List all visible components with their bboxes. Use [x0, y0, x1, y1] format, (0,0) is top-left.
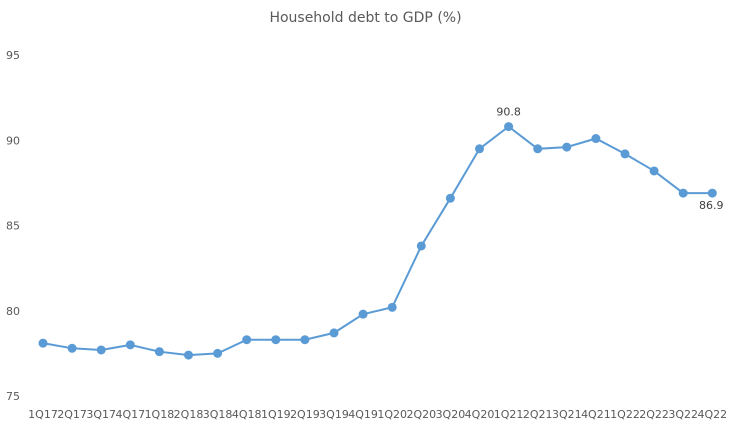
data-point — [358, 309, 368, 319]
y-tick-label: 85 — [6, 220, 20, 233]
x-tick-label: 2Q21 — [523, 408, 553, 421]
y-tick-label: 80 — [6, 305, 20, 318]
y-tick-label: 75 — [6, 390, 20, 403]
x-tick-label: 1Q22 — [610, 408, 640, 421]
x-tick-label: 2Q20 — [406, 408, 436, 421]
series-layer — [38, 122, 717, 360]
x-tick-label: 4Q22 — [697, 408, 727, 421]
x-tick-label: 2Q18 — [174, 408, 204, 421]
data-point — [125, 340, 135, 350]
data-point — [300, 335, 310, 345]
chart-title: Household debt to GDP (%) — [269, 10, 462, 26]
x-tick-label: 1Q17 — [28, 408, 58, 421]
x-tick-label: 3Q22 — [668, 408, 698, 421]
data-label: 90.8 — [496, 106, 521, 119]
x-tick-label: 3Q20 — [436, 408, 466, 421]
data-point — [271, 335, 281, 345]
data-point — [707, 188, 717, 198]
x-tick-label: 1Q18 — [145, 408, 175, 421]
series-line — [42, 125, 713, 357]
y-tick-label: 95 — [6, 49, 20, 62]
x-tick-label: 3Q18 — [203, 408, 233, 421]
x-axis: 1Q17 2Q17 3Q17 4Q17 1Q18 2Q18 3Q18 4Q18 1Q19 2Q19… — [28, 408, 727, 421]
data-point — [242, 335, 252, 345]
data-point — [213, 348, 223, 358]
data-point — [387, 302, 397, 312]
x-tick-label: 4Q20 — [465, 408, 495, 421]
x-tick-label: 4Q21 — [581, 408, 611, 421]
data-point — [416, 241, 426, 251]
x-tick-label: 2Q17 — [57, 408, 87, 421]
data-point — [591, 134, 601, 144]
x-tick-label: 1Q21 — [494, 408, 524, 421]
data-point — [67, 343, 77, 353]
data-labels: 90.8 86.9 — [496, 106, 723, 212]
data-point — [445, 193, 455, 203]
data-point — [96, 345, 106, 355]
data-point — [678, 188, 688, 198]
data-point — [38, 338, 48, 348]
data-point — [475, 144, 484, 154]
data-label: 86.9 — [699, 199, 724, 212]
x-tick-label: 4Q19 — [348, 408, 378, 421]
data-point — [154, 347, 164, 357]
x-tick-label: 2Q22 — [639, 408, 669, 421]
data-point — [562, 142, 572, 152]
y-tick-label: 90 — [6, 134, 20, 147]
x-tick-label: 4Q17 — [115, 408, 145, 421]
y-axis: 75 80 85 90 95 — [6, 49, 20, 403]
x-tick-label: 3Q17 — [86, 408, 116, 421]
x-tick-label: 4Q18 — [232, 408, 262, 421]
data-point — [329, 328, 339, 338]
data-point — [533, 144, 543, 154]
data-point — [649, 166, 659, 176]
x-tick-label: 1Q20 — [377, 408, 407, 421]
x-tick-label: 2Q19 — [290, 408, 320, 421]
data-point — [184, 350, 193, 360]
x-tick-label: 3Q19 — [319, 408, 349, 421]
x-tick-label: 1Q19 — [261, 408, 291, 421]
x-tick-label: 3Q21 — [552, 408, 582, 421]
data-point — [620, 149, 630, 159]
data-point — [504, 122, 514, 132]
